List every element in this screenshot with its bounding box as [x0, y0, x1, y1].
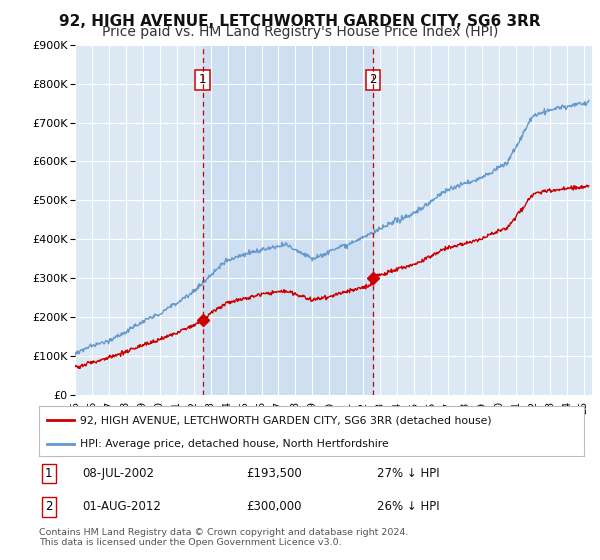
- Text: £300,000: £300,000: [246, 500, 302, 514]
- Text: 92, HIGH AVENUE, LETCHWORTH GARDEN CITY, SG6 3RR: 92, HIGH AVENUE, LETCHWORTH GARDEN CITY,…: [59, 14, 541, 29]
- Text: 2: 2: [45, 500, 53, 514]
- Text: 08-JUL-2002: 08-JUL-2002: [83, 467, 155, 480]
- Text: Price paid vs. HM Land Registry's House Price Index (HPI): Price paid vs. HM Land Registry's House …: [102, 25, 498, 39]
- Text: 92, HIGH AVENUE, LETCHWORTH GARDEN CITY, SG6 3RR (detached house): 92, HIGH AVENUE, LETCHWORTH GARDEN CITY,…: [80, 415, 491, 425]
- Text: £193,500: £193,500: [246, 467, 302, 480]
- Text: 01-AUG-2012: 01-AUG-2012: [83, 500, 161, 514]
- Text: 1: 1: [45, 467, 53, 480]
- Text: 1: 1: [199, 73, 206, 86]
- Text: 27% ↓ HPI: 27% ↓ HPI: [377, 467, 439, 480]
- Text: 26% ↓ HPI: 26% ↓ HPI: [377, 500, 439, 514]
- Text: 2: 2: [370, 73, 377, 86]
- Bar: [203, 45, 373, 395]
- Text: HPI: Average price, detached house, North Hertfordshire: HPI: Average price, detached house, Nort…: [80, 439, 389, 449]
- Text: Contains HM Land Registry data © Crown copyright and database right 2024.
This d: Contains HM Land Registry data © Crown c…: [39, 528, 409, 547]
